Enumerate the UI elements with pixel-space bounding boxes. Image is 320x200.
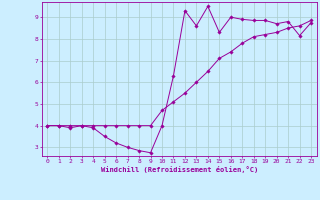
X-axis label: Windchill (Refroidissement éolien,°C): Windchill (Refroidissement éolien,°C) [100, 166, 258, 173]
